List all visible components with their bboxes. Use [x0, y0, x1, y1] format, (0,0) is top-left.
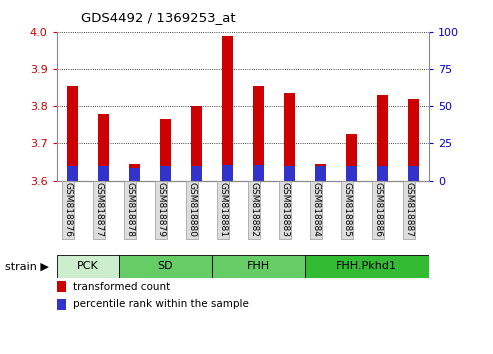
Text: GSM818886: GSM818886 — [373, 182, 383, 237]
Text: GSM818885: GSM818885 — [342, 182, 352, 237]
Text: GSM818880: GSM818880 — [187, 182, 196, 237]
Bar — [67, 166, 77, 181]
Text: FHH: FHH — [247, 261, 270, 272]
Bar — [129, 164, 140, 181]
Bar — [315, 166, 326, 181]
Bar — [222, 36, 233, 181]
Bar — [408, 99, 419, 181]
Text: percentile rank within the sample: percentile rank within the sample — [73, 299, 249, 309]
Bar — [160, 166, 171, 181]
Bar — [253, 86, 264, 181]
Bar — [284, 93, 295, 181]
Bar — [253, 165, 264, 181]
Bar — [284, 166, 295, 181]
Bar — [346, 166, 357, 181]
Bar — [346, 134, 357, 181]
Bar — [98, 166, 108, 181]
Text: GSM818884: GSM818884 — [312, 182, 320, 237]
Bar — [191, 166, 202, 181]
Bar — [377, 166, 388, 181]
Bar — [305, 255, 429, 278]
Text: GSM818881: GSM818881 — [218, 182, 227, 237]
Bar — [119, 255, 212, 278]
Text: GSM818887: GSM818887 — [404, 182, 414, 237]
Text: GSM818882: GSM818882 — [249, 182, 258, 237]
Text: GSM818877: GSM818877 — [94, 182, 103, 237]
Text: GDS4492 / 1369253_at: GDS4492 / 1369253_at — [81, 11, 236, 24]
Text: GSM818879: GSM818879 — [156, 182, 165, 237]
Bar — [67, 86, 77, 181]
Bar — [57, 255, 119, 278]
Bar — [129, 167, 140, 181]
Bar — [377, 95, 388, 181]
Bar — [191, 106, 202, 181]
Bar — [98, 114, 108, 181]
Text: FHH.Pkhd1: FHH.Pkhd1 — [336, 261, 397, 272]
Bar — [57, 299, 66, 310]
Text: PCK: PCK — [77, 261, 99, 272]
Bar — [212, 255, 305, 278]
Text: transformed count: transformed count — [73, 282, 171, 292]
Text: strain ▶: strain ▶ — [5, 261, 49, 272]
Bar — [408, 166, 419, 181]
Bar — [315, 164, 326, 181]
Text: GSM818878: GSM818878 — [125, 182, 134, 237]
Bar — [160, 119, 171, 181]
Bar — [57, 281, 66, 292]
Bar — [222, 165, 233, 181]
Text: GSM818883: GSM818883 — [281, 182, 289, 237]
Text: GSM818876: GSM818876 — [63, 182, 72, 237]
Text: SD: SD — [157, 261, 173, 272]
